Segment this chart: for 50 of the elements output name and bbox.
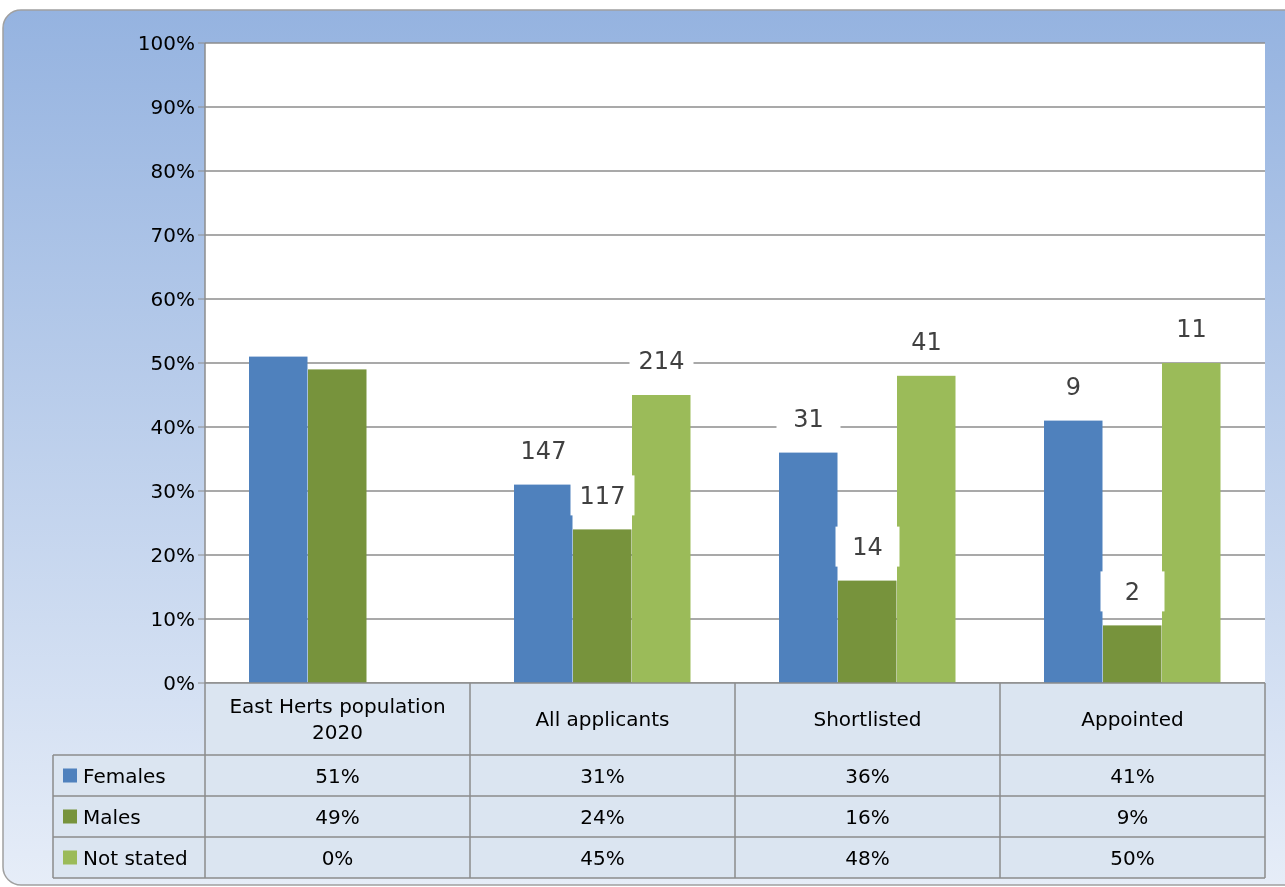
y-tick-label: 0% [163, 671, 195, 695]
data-label: 48% [845, 845, 890, 870]
legend-label: Females [83, 763, 166, 788]
y-tick-label: 100% [137, 31, 195, 55]
y-tick-label: 90% [150, 95, 195, 119]
annotation: 214 [638, 347, 685, 376]
x-tick-label: East Herts population 2020 [229, 694, 446, 744]
y-tick-label: 20% [150, 543, 195, 567]
data-label: 0% [321, 845, 354, 870]
data-label: 9% [1116, 804, 1149, 829]
annotation: 147 [520, 437, 567, 465]
annotation: 117 [579, 481, 626, 510]
annotation: 11 [1176, 315, 1207, 344]
data-label: 50% [1110, 845, 1155, 870]
annotation: 31 [793, 405, 824, 433]
bar [897, 375, 956, 683]
x-tick-label: Shortlisted [813, 707, 922, 731]
data-label: 51% [315, 763, 360, 788]
y-tick-label: 30% [150, 479, 195, 503]
data-label: 16% [845, 804, 890, 829]
data-label: 24% [580, 804, 625, 829]
legend-label: Not stated [83, 845, 188, 870]
y-tick-label: 60% [150, 287, 195, 311]
bar [632, 395, 691, 683]
bar [1103, 625, 1162, 683]
x-tick-label: Appointed [1081, 707, 1184, 731]
data-label: 41% [1110, 763, 1155, 788]
legend-label: Males [83, 804, 141, 829]
bar [1044, 420, 1103, 683]
bar [308, 369, 367, 683]
y-tick-label: 40% [150, 415, 195, 439]
data-label: 45% [580, 845, 625, 870]
bar [249, 356, 308, 683]
data-label: 49% [315, 804, 360, 829]
bar [1162, 363, 1221, 683]
annotation: 2 [1124, 577, 1141, 606]
y-tick-label: 80% [150, 159, 195, 183]
bar [573, 529, 632, 683]
bar [779, 452, 838, 683]
annotation: 9 [1065, 373, 1082, 401]
data-label: 36% [845, 763, 890, 788]
x-tick-label: All applicants [535, 707, 670, 731]
bar [838, 580, 897, 683]
y-tick-label: 70% [150, 223, 195, 247]
y-tick-label: 50% [150, 351, 195, 375]
data-label: 31% [580, 763, 625, 788]
annotation: 14 [852, 533, 883, 561]
annotation: 41 [911, 328, 942, 357]
y-tick-label: 10% [150, 607, 195, 631]
bar [514, 484, 573, 683]
